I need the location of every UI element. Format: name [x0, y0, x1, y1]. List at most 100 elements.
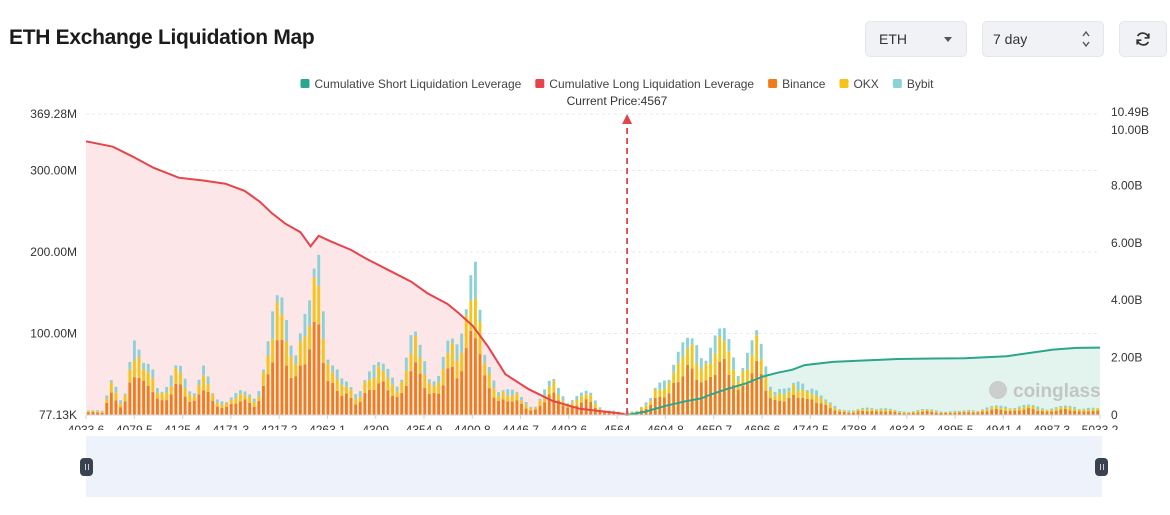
bar-binance-201	[1013, 410, 1017, 415]
bar-bybit-37	[257, 391, 261, 397]
bar-bybit-94	[520, 397, 523, 401]
bar-binance-172	[879, 411, 883, 416]
current-price-marker	[622, 114, 633, 415]
bar-bybit-212	[1064, 405, 1067, 407]
bar-binance-200	[1008, 410, 1012, 415]
bar-okx-177	[902, 412, 906, 414]
bar-binance-6	[114, 400, 118, 416]
bar-bybit-134	[704, 360, 708, 364]
chevron-down-icon	[944, 37, 952, 42]
bar-okx-31	[229, 399, 233, 404]
bar-binance-123	[653, 397, 657, 416]
bar-bybit-162	[833, 405, 837, 409]
bar-bybit-55	[340, 378, 344, 385]
bar-binance-59	[358, 401, 362, 416]
bar-bybit-84	[474, 261, 477, 299]
bar-okx-119	[635, 411, 639, 413]
bar-binance-94	[520, 404, 523, 416]
bar-binance-209	[1050, 411, 1054, 416]
bar-binance-99	[543, 402, 547, 416]
bar-bybit-124	[658, 382, 662, 390]
bar-okx-92	[510, 395, 514, 402]
bar-bybit-3	[100, 410, 104, 412]
bar-bybit-62	[372, 364, 376, 378]
bar-binance-58	[354, 404, 358, 416]
bar-binance-32	[234, 403, 238, 416]
bar-okx-10	[133, 360, 136, 378]
bar-bybit-171	[875, 409, 878, 410]
period-select-value: 7 day	[993, 31, 1028, 47]
bar-okx-186	[944, 412, 948, 413]
bar-bybit-72	[418, 344, 422, 358]
bar-okx-86	[483, 363, 487, 376]
bar-binance-202	[1017, 410, 1021, 415]
bar-okx-80	[455, 361, 459, 379]
bar-binance-39	[266, 374, 270, 416]
bar-okx-77	[441, 368, 445, 386]
bar-okx-89	[497, 396, 500, 401]
bar-binance-154	[796, 398, 800, 416]
bar-binance-188	[953, 412, 957, 415]
bar-okx-2	[96, 411, 99, 413]
bar-okx-48	[308, 325, 311, 350]
bar-okx-110	[593, 404, 597, 408]
bar-bybit-74	[427, 379, 431, 383]
bar-okx-159	[819, 398, 823, 404]
bar-okx-168	[861, 409, 865, 411]
bar-okx-106	[575, 400, 579, 406]
bar-bybit-29	[220, 401, 224, 405]
x-tick-label-16: 4788.4	[840, 423, 877, 430]
coin-select[interactable]: ETH	[865, 21, 967, 57]
bar-binance-108	[584, 399, 588, 416]
bar-okx-175	[893, 410, 897, 412]
bar-okx-38	[262, 372, 265, 386]
bar-bybit-136	[713, 335, 717, 354]
bar-binance-62	[372, 389, 376, 415]
bar-okx-25	[202, 375, 205, 391]
bar-binance-24	[197, 394, 201, 415]
bar-okx-105	[570, 402, 574, 406]
bar-binance-64	[381, 381, 385, 415]
bar-binance-85	[478, 354, 482, 415]
bar-bybit-157	[810, 388, 814, 395]
bar-bybit-120	[640, 406, 643, 408]
bar-bybit-158	[815, 390, 818, 396]
bar-bybit-163	[838, 409, 842, 410]
bar-okx-3	[100, 411, 104, 413]
bar-binance-193	[976, 412, 980, 415]
bar-binance-84	[474, 338, 477, 415]
bar-binance-153	[792, 395, 795, 416]
bar-bybit-26	[206, 376, 210, 385]
bar-okx-146	[759, 359, 763, 374]
bar-binance-158	[815, 402, 818, 416]
zoom-slider[interactable]	[86, 436, 1102, 497]
zoom-handle-right[interactable]	[1095, 458, 1108, 476]
bar-binance-184	[934, 412, 938, 416]
bar-bybit-22	[188, 391, 192, 395]
x-tick-label-11: 4564	[604, 423, 631, 430]
bar-bybit-109	[589, 392, 593, 396]
bar-bybit-21	[183, 378, 187, 388]
bar-binance-70	[409, 371, 413, 416]
bar-bybit-111	[598, 407, 602, 409]
bar-binance-43	[285, 365, 288, 416]
bar-bybit-142	[741, 368, 745, 371]
bar-binance-174	[888, 411, 892, 416]
bar-bybit-213	[1068, 405, 1072, 408]
period-select[interactable]: 7 day	[982, 21, 1104, 57]
bar-okx-200	[1008, 409, 1012, 411]
current-price-label: Current Price:4567	[567, 94, 668, 108]
bar-bybit-155	[801, 383, 805, 390]
refresh-icon	[1136, 32, 1150, 46]
cumulative-areas	[86, 141, 1100, 416]
y-right-tick-label-3: 6.00B	[1111, 236, 1142, 250]
bar-okx-139	[727, 351, 731, 375]
bar-bybit-97	[534, 406, 537, 408]
zoom-handle-left[interactable]	[80, 458, 93, 476]
bar-binance-100	[547, 394, 551, 416]
bar-okx-69	[404, 371, 408, 386]
spinner-arrows-icon	[1082, 30, 1090, 48]
refresh-button[interactable]	[1119, 21, 1167, 57]
bar-binance-150	[778, 401, 782, 416]
bar-bybit-218	[1091, 407, 1095, 409]
